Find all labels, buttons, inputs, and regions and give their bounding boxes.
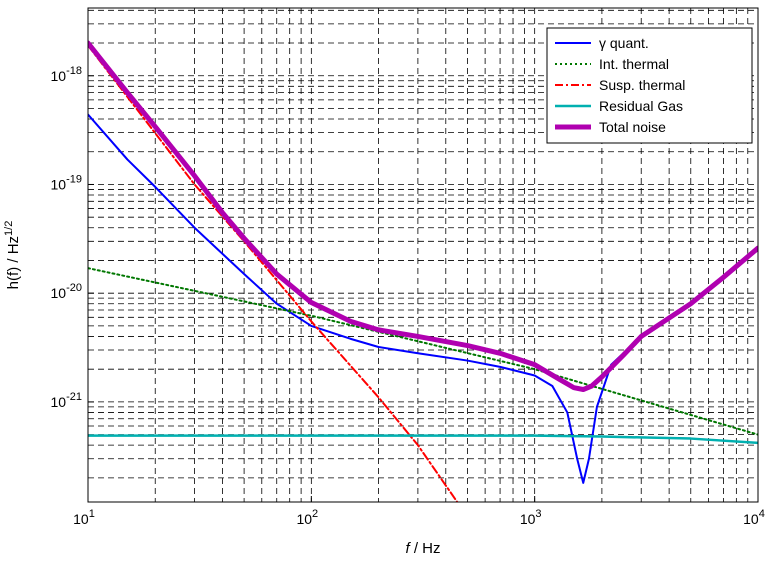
legend-label-2: Int. thermal [599,56,669,72]
series-line-2 [88,267,758,436]
plot-frame [87,7,759,503]
y-tick-label: 10-21 [51,391,82,410]
legend-label-3: Susp. thermal [599,77,685,93]
legend-label-5: Total noise [599,119,666,135]
y-axis-label: h(f) / Hz1/2 [3,221,22,290]
legend: γ quant. Int. thermal Susp. thermal Residua… [546,27,753,144]
x-tick-label: 101 [73,508,95,527]
x-axis-label-italic: f [405,540,411,557]
y-tick-label: 10-18 [51,65,82,84]
legend-label-1: γ quant. [599,35,649,51]
x-tick-label: 102 [296,508,318,527]
y-tick-label: 10-19 [51,173,82,192]
y-axis-label-main: h(f) / Hz [5,236,22,289]
x-tick-label: 103 [520,508,542,527]
series-line-5 [88,40,758,393]
y-tick-label: 10-20 [51,282,82,301]
x-axis-label: f / Hz [405,540,440,557]
y-axis-label-sup: 1/2 [3,221,15,236]
series-line-3 [88,44,459,502]
x-tick-label: 104 [743,508,765,527]
grid [88,8,758,502]
series-group [88,40,758,502]
legend-box [546,27,753,144]
tick-labels: 101 102 103 104 10-21 10-20 10-19 10-18 [51,65,765,527]
legend-label-4: Residual Gas [599,98,683,114]
x-axis-label-unit: / Hz [410,540,441,557]
series-line-4 [88,434,758,445]
